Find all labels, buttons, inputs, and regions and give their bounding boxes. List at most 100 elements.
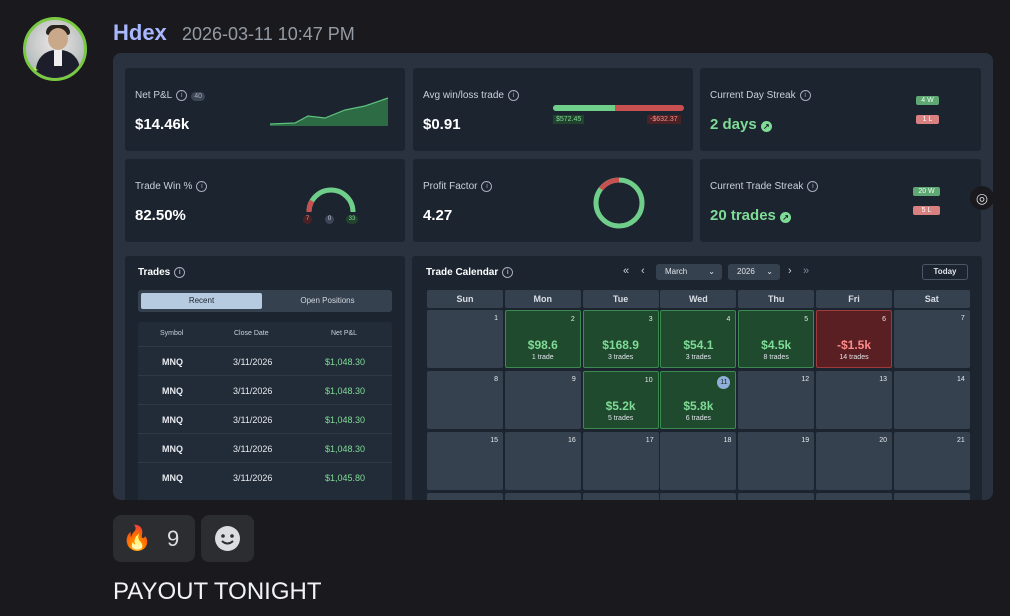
calendar-day-cell[interactable]: 5 $4.5k 8 trades <box>738 310 815 368</box>
table-row[interactable]: MNQ 3/11/2026 $1,048.30 <box>138 404 392 433</box>
even-count: 0 <box>325 215 334 224</box>
day-streak-value: 2 days <box>710 116 757 133</box>
day-number: 12 <box>801 376 810 383</box>
day-number: 17 <box>645 437 654 444</box>
day-streak-card: Current Day Streak i 2 days ↗ 4 W 1 L <box>700 68 981 151</box>
avg-loss-value: -$632.37 <box>647 115 681 124</box>
row-close-date: 3/11/2026 <box>233 357 273 367</box>
avg-trade-card: Avg win/loss trade i $0.91 $572.45 -$632.… <box>413 68 693 151</box>
day-number: 3 <box>648 316 653 323</box>
info-icon[interactable]: i <box>799 90 811 101</box>
calendar-day-cell[interactable]: 16 <box>504 432 581 490</box>
day-loss-streak-badge: 1 L <box>916 115 939 124</box>
calendar-day-cell[interactable]: 12 <box>738 371 815 429</box>
calendar-day-cell[interactable]: 17 <box>582 432 659 490</box>
next-year-icon[interactable]: » <box>803 265 810 277</box>
trade-streak-value: 20 trades <box>710 207 776 224</box>
calendar-day-cell[interactable]: 1 <box>427 310 503 368</box>
calendar-day-cell[interactable]: 10 $5.2k 5 trades <box>582 371 659 429</box>
info-icon[interactable]: i <box>176 90 188 101</box>
info-icon[interactable]: i <box>481 181 493 192</box>
trade-streak-card: Current Trade Streak i 20 trades ↗ 20 W 5… <box>700 159 981 242</box>
col-close-date: Close Date <box>234 330 269 337</box>
prev-month-icon[interactable]: ‹ <box>641 265 645 277</box>
calendar-day-cell[interactable] <box>816 493 892 500</box>
table-row[interactable]: MNQ 3/11/2026 $1,048.30 <box>138 346 392 375</box>
trade-count-badge: 40 <box>191 92 206 102</box>
info-icon[interactable]: i <box>502 267 514 278</box>
calendar-day-cell[interactable] <box>427 493 503 500</box>
info-icon[interactable]: i <box>174 267 186 278</box>
reaction-fire[interactable]: 🔥 9 <box>113 515 195 562</box>
row-net-pnl: $1,048.30 <box>325 444 366 454</box>
day-number: 1 <box>494 315 498 322</box>
row-symbol: MNQ <box>162 473 183 483</box>
day-streak-label: Current Day Streak <box>710 90 796 102</box>
month-value: March <box>665 267 688 276</box>
chevron-down-icon: ⌄ <box>766 267 773 276</box>
day-number: 8 <box>494 376 498 383</box>
wins-count: 33 <box>346 215 358 224</box>
calendar-day-cell[interactable] <box>738 493 815 500</box>
calendar-day-cell[interactable]: 7 <box>893 310 970 368</box>
calendar-day-cell[interactable]: 20 <box>816 432 892 490</box>
dashboard-screenshot[interactable]: Net P&L i 40 $14.46k Avg win/loss trade i $… <box>113 53 993 500</box>
table-row[interactable]: MNQ 3/11/2026 $1,048.30 <box>138 433 392 462</box>
calendar-day-cell[interactable]: 14 <box>893 371 970 429</box>
calendar-day-cell[interactable]: 13 <box>816 371 892 429</box>
trade-loss-streak-badge: 5 L <box>913 206 940 215</box>
year-select[interactable]: 2026 ⌄ <box>728 264 780 280</box>
calendar-day-cell[interactable] <box>893 493 970 500</box>
calendar-day-cell[interactable]: 6 -$1.5k 14 trades <box>816 310 892 368</box>
info-icon[interactable]: i <box>807 181 819 192</box>
add-reaction-hover-icon[interactable]: ◎ <box>970 186 994 210</box>
today-button[interactable]: Today <box>922 264 968 280</box>
win-loss-bar <box>553 105 684 111</box>
calendar-day-cell[interactable]: 11 $5.8k 6 trades <box>660 371 737 429</box>
row-close-date: 3/11/2026 <box>233 473 273 483</box>
tab-recent[interactable]: Recent <box>141 293 262 309</box>
table-row[interactable]: MNQ 3/11/2026 $1,048.30 <box>138 375 392 404</box>
user-avatar[interactable]: ✦ ✦ <box>23 17 87 81</box>
message-content: PAYOUT TONIGHT <box>113 578 322 605</box>
table-header: Symbol Close Date Net P&L <box>138 322 392 346</box>
row-close-date: 3/11/2026 <box>233 386 273 396</box>
row-net-pnl: $1,048.30 <box>325 386 366 396</box>
calendar-day-cell[interactable]: 15 <box>427 432 503 490</box>
day-number: 11 <box>717 376 731 389</box>
author-name[interactable]: Hdex <box>113 20 167 45</box>
calendar-day-cell[interactable]: 3 $168.9 3 trades <box>582 310 659 368</box>
day-number: 21 <box>957 437 965 444</box>
trade-calendar-panel: Trade Calendar i « ‹ March ⌄ 2026 ⌄ › » Tod… <box>412 256 982 500</box>
row-symbol: MNQ <box>162 444 183 454</box>
calendar-day-cell[interactable]: 4 $54.1 3 trades <box>660 310 737 368</box>
trades-table: Symbol Close Date Net P&L MNQ 3/11/2026 $1… <box>138 322 392 500</box>
calendar-day-cell[interactable]: 21 <box>893 432 970 490</box>
net-pnl-card: Net P&L i 40 $14.46k <box>125 68 405 151</box>
month-select[interactable]: March ⌄ <box>656 264 722 280</box>
day-number: 7 <box>960 315 965 322</box>
calendar-day-cell[interactable]: 2 $98.6 1 trade <box>504 310 581 368</box>
day-pnl: $54.1 <box>683 338 714 352</box>
prev-year-icon[interactable]: « <box>623 265 630 277</box>
add-reaction-button[interactable] <box>201 515 254 562</box>
trades-title: Trades <box>138 267 171 279</box>
tab-open-positions[interactable]: Open Positions <box>300 296 355 305</box>
calendar-day-cell[interactable]: 8 <box>427 371 503 429</box>
day-header: Sun <box>427 290 503 308</box>
trades-tab-bar: Recent Open Positions <box>138 290 392 312</box>
next-month-icon[interactable]: › <box>788 265 792 277</box>
calendar-day-cell[interactable]: 18 <box>660 432 737 490</box>
calendar-day-cell[interactable] <box>660 493 737 500</box>
table-row[interactable]: MNQ 3/11/2026 $1,045.80 <box>138 462 392 491</box>
calendar-day-cell[interactable]: 9 <box>504 371 581 429</box>
calendar-day-cell[interactable]: 19 <box>738 432 815 490</box>
calendar-day-cell[interactable] <box>504 493 581 500</box>
calendar-day-cell[interactable] <box>582 493 659 500</box>
chevron-down-icon: ⌄ <box>708 267 715 276</box>
net-pnl-label: Net P&L <box>135 90 173 102</box>
day-trade-count: 14 trades <box>839 354 869 361</box>
row-net-pnl: $1,048.30 <box>325 415 366 425</box>
info-icon[interactable]: i <box>196 181 208 192</box>
info-icon[interactable]: i <box>507 90 519 101</box>
